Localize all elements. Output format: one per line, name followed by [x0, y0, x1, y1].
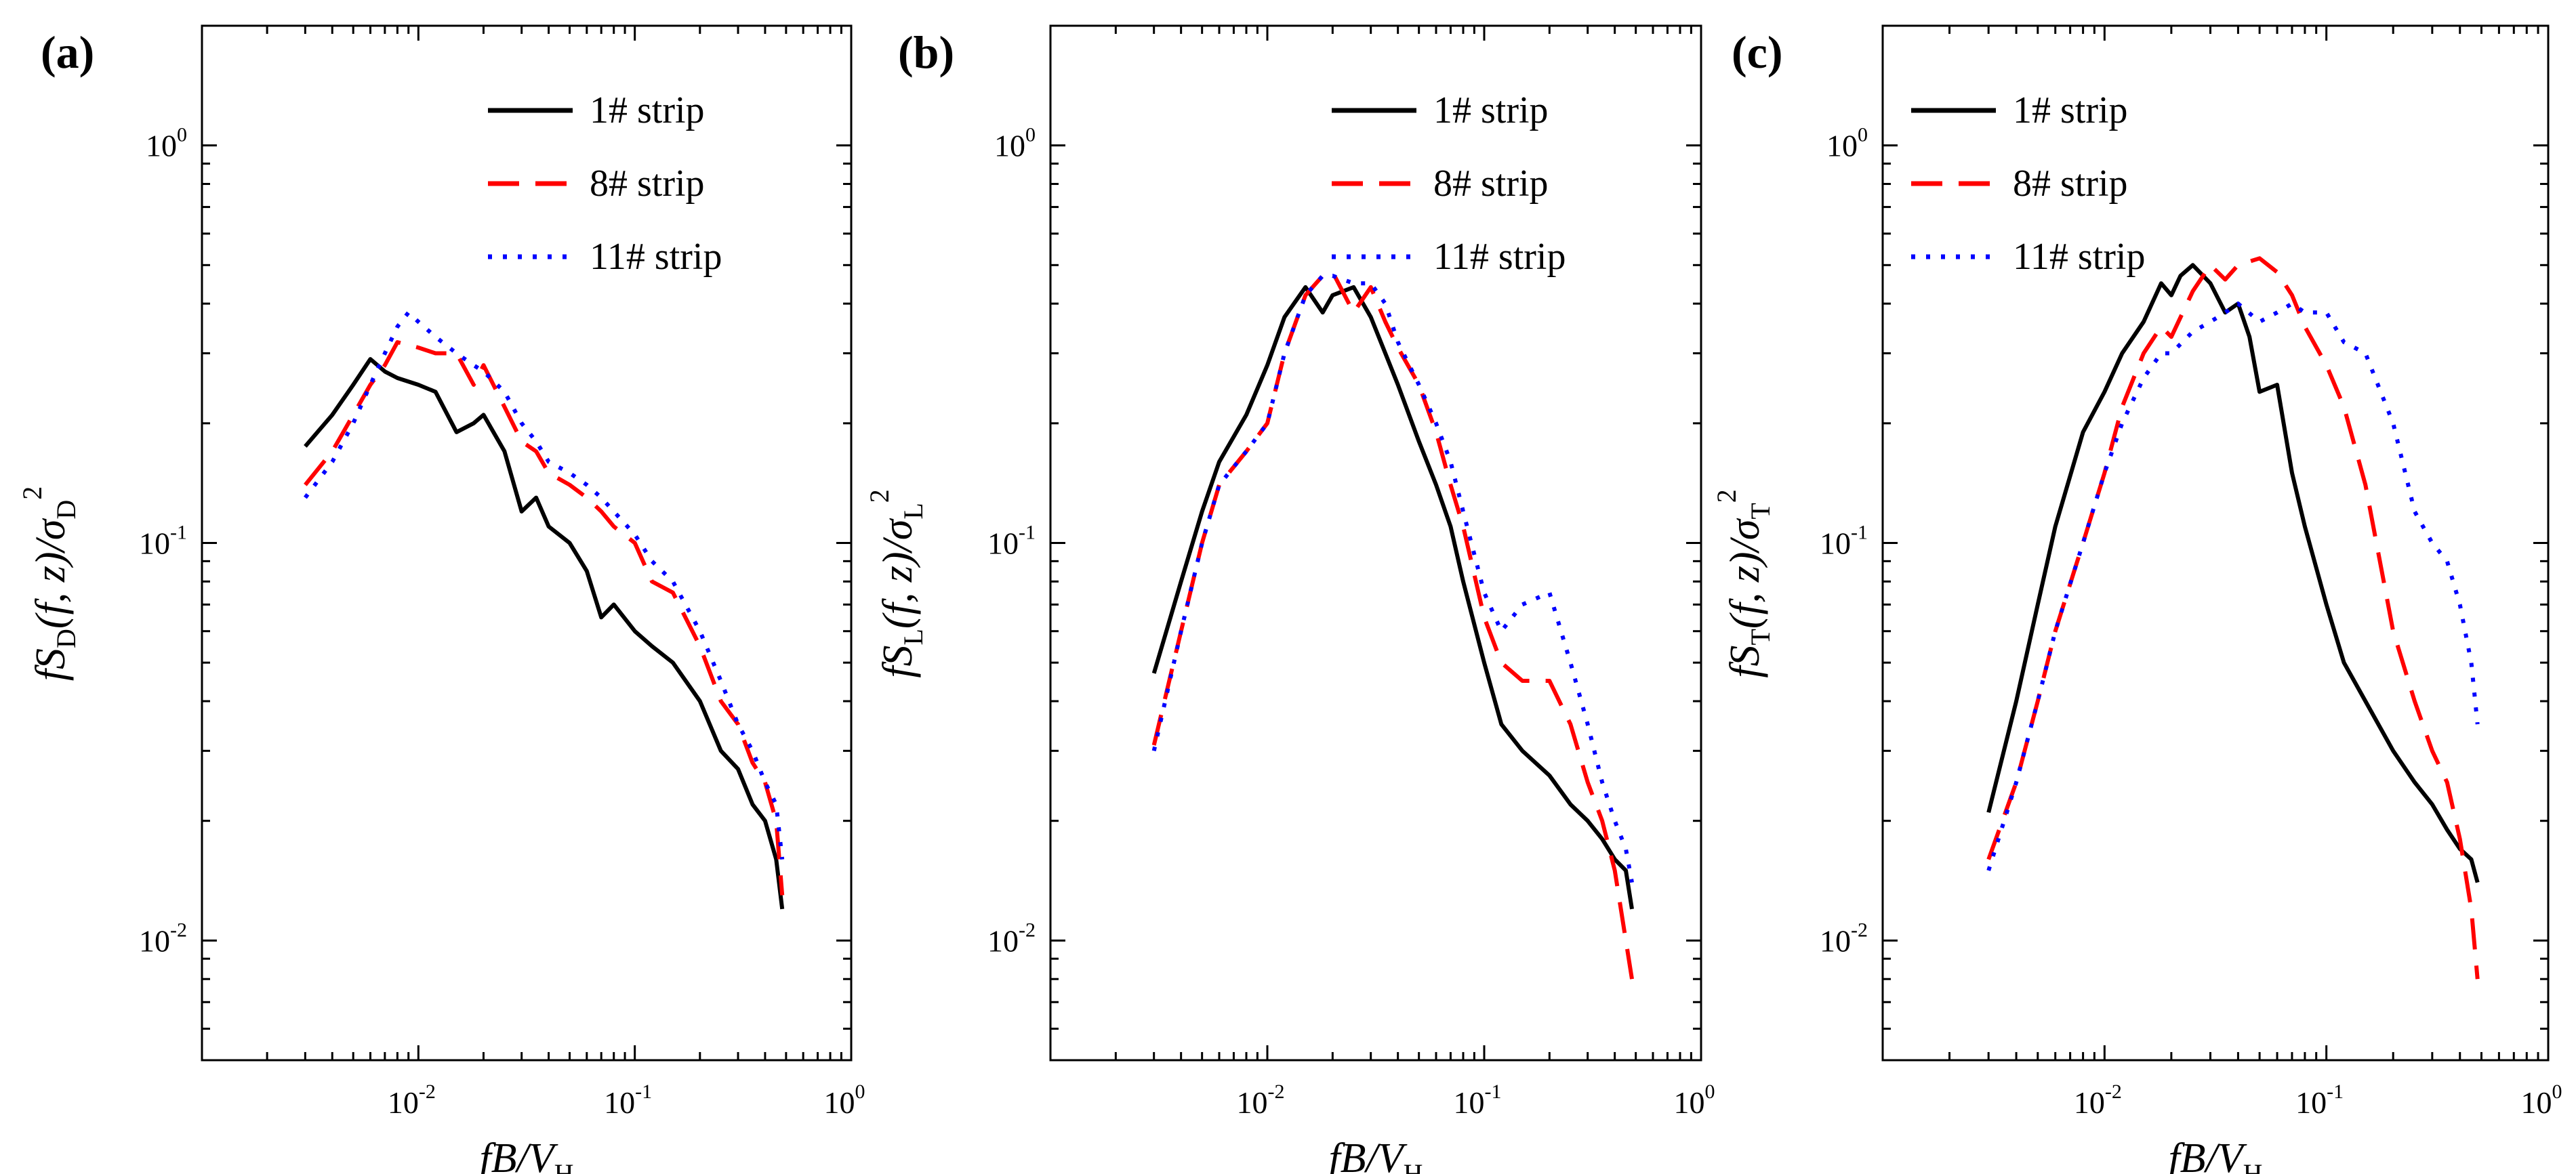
y-tick-label: 10-1: [1820, 522, 1868, 561]
x-tick-label: 10-2: [388, 1081, 436, 1120]
y-tick-label: 10-2: [1820, 919, 1868, 958]
y-tick-label: 100: [994, 124, 1036, 163]
series-line-0: [304, 357, 785, 910]
y-tick-label: 10-1: [987, 522, 1036, 561]
legend-label-0: 1# strip: [1433, 89, 1549, 131]
series-line-2: [1986, 301, 2480, 871]
series-line-2: [304, 310, 785, 860]
x-tick-label: 10-2: [1237, 1081, 1285, 1120]
legend-label-2: 11# strip: [2013, 236, 2145, 278]
x-axis-label: fB/VH: [1328, 1135, 1423, 1174]
plot-frame: [1881, 24, 2550, 1062]
legend-label-2: 11# strip: [590, 236, 722, 278]
series-line-2: [1151, 274, 1634, 883]
x-axis-label: fB/VH: [479, 1135, 573, 1174]
legend-label-0: 1# strip: [2013, 89, 2128, 131]
y-tick-label: 10-2: [139, 919, 187, 958]
x-tick-label: 10-1: [1454, 1081, 1502, 1120]
panel-label: (b): [898, 26, 954, 78]
y-tick-label: 100: [146, 124, 187, 163]
y-axis-label: fSL(f, z)/σL2: [864, 489, 928, 678]
panel-label: (c): [1732, 26, 1782, 78]
y-tick-label: 10-1: [139, 522, 187, 561]
x-axis-label: fB/VH: [2168, 1135, 2262, 1174]
legend-label-1: 8# strip: [2013, 163, 2128, 205]
x-tick-label: 10-1: [604, 1081, 652, 1120]
y-tick-label: 100: [1826, 124, 1868, 163]
series-line-0: [1986, 263, 2480, 883]
series-line-1: [1151, 270, 1634, 980]
panel-label: (a): [41, 26, 94, 78]
legend-label-0: 1# strip: [590, 89, 705, 131]
series-line-0: [1151, 285, 1634, 910]
panel-0: 10-2 10-1 100 10-2 10-1 100 (a) fB/VH fSD(f, z)/…: [17, 24, 865, 1174]
panel-1: 10-2 10-1 100 10-2 10-1 100 (b) fB/VH fSL(f, z)/…: [864, 24, 1715, 1174]
legend-label-1: 8# strip: [1433, 163, 1549, 205]
x-tick-label: 100: [2521, 1081, 2562, 1120]
y-tick-label: 10-2: [987, 919, 1036, 958]
legend-label-2: 11# strip: [1433, 236, 1566, 278]
panel-2: 10-2 10-1 100 10-2 10-1 100 (c) fB/VH fST(f, z)/…: [1711, 24, 2562, 1174]
x-tick-label: 10-1: [2295, 1081, 2344, 1120]
series-line-1: [304, 340, 785, 896]
series-line-1: [1986, 256, 2480, 980]
y-axis-label: fST(f, z)/σT2: [1711, 489, 1776, 678]
y-axis-label: fSD(f, z)/σD2: [17, 486, 81, 681]
plot-frame: [1049, 24, 1702, 1062]
x-tick-label: 100: [1674, 1081, 1715, 1120]
x-tick-label: 100: [824, 1081, 865, 1120]
legend-label-1: 8# strip: [590, 163, 705, 205]
plot-frame: [201, 24, 853, 1062]
x-tick-label: 10-2: [2074, 1081, 2122, 1120]
